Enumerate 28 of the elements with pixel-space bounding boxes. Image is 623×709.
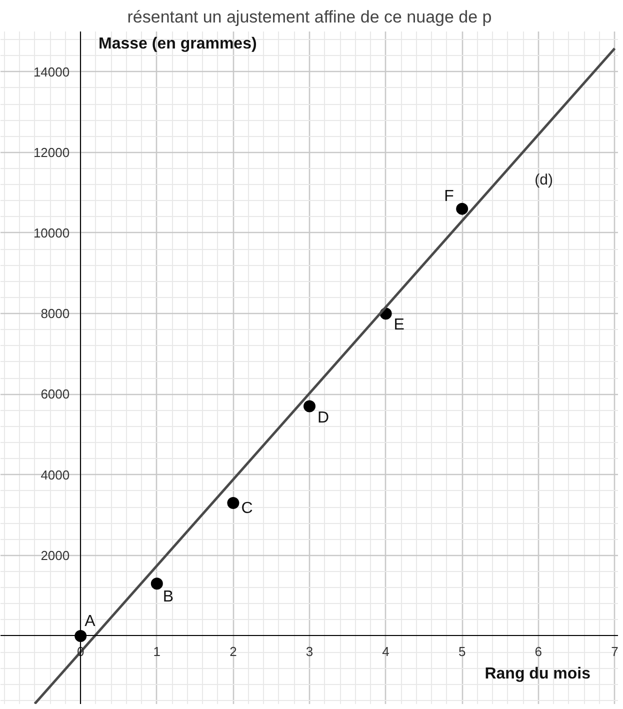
x-tick-label: 3: [306, 644, 314, 659]
point: [150, 578, 163, 590]
annotation: B: [162, 588, 174, 606]
point: [227, 497, 240, 509]
x-axis-title: Rang du mois: [484, 666, 591, 682]
x-tick-label: 5: [458, 644, 466, 659]
annotation: D: [318, 409, 330, 426]
point: [304, 400, 316, 412]
x-tick-label: 7: [611, 644, 618, 659]
y-tick-label: 8000: [40, 306, 70, 322]
x-tick-label: 6: [534, 644, 542, 659]
x-tick-label: 4: [382, 644, 390, 659]
y-tick-label: 4000: [40, 467, 70, 482]
y-tick-label: 6000: [40, 386, 70, 402]
y-axis-title: Masse (en grammes): [98, 36, 257, 52]
y-tick-label: 2000: [40, 548, 70, 563]
annotation: C: [241, 500, 253, 518]
annotation: E: [394, 316, 404, 334]
y-tick-label: 10000: [33, 225, 70, 240]
x-tick-label: 2: [230, 644, 237, 659]
x-tick-label: 1: [153, 644, 161, 659]
y-tick-label: 12000: [33, 144, 70, 160]
y-tick-label: 14000: [33, 64, 70, 80]
annotation: F: [444, 188, 454, 205]
point: [456, 202, 468, 215]
annotation: A: [84, 612, 96, 630]
chart-title: résentant un ajustement affine de ce nuage de p: [127, 8, 492, 26]
series-label: (d): [534, 171, 554, 188]
